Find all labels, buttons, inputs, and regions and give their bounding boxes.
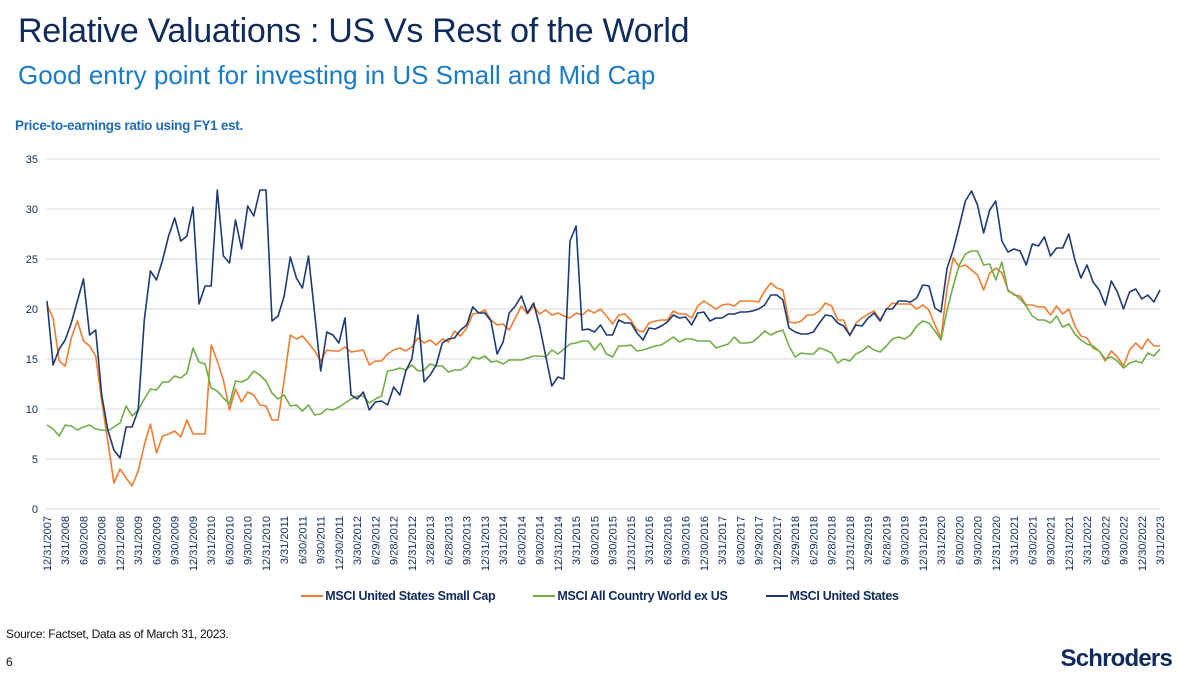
page-title: Relative Valuations : US Vs Rest of the … [18,12,690,50]
x-tick-label: 9/30/2016 [681,516,693,565]
y-tick-label: 35 [26,154,38,166]
x-tick-label: 6/30/2020 [954,516,966,565]
x-tick-label: 12/31/2019 [918,516,930,571]
x-tick-label: 9/29/2017 [754,516,766,565]
legend-swatch-acwi-ex-us [533,595,556,597]
legend-item-small-cap: MSCI United States Small Cap [301,589,496,603]
x-tick-label: 12/31/2007 [42,516,54,571]
x-tick-label: 12/31/2018 [845,516,857,571]
x-tick-label: 12/31/2012 [407,516,419,571]
y-tick-label: 10 [26,404,38,416]
x-tick-label: 12/31/2014 [553,516,565,571]
x-tick-label: 3/31/2011 [279,516,291,564]
x-tick-label: 6/30/2008 [78,516,90,565]
x-tick-label: 6/30/2011 [297,516,309,564]
x-tick-label: 9/30/2014 [535,516,547,565]
legend-item-us: MSCI United States [765,589,900,603]
x-tick-label: 12/30/2011 [334,516,346,570]
x-tick-label: 6/29/2018 [808,516,820,565]
x-tick-label: 3/31/2009 [133,516,145,565]
x-tick-label: 12/29/2017 [772,516,784,571]
x-tick-label: 9/30/2021 [1046,516,1058,565]
series-line-small-cap [46,257,1160,487]
y-tick-label: 15 [26,354,38,366]
x-tick-label: 3/31/2022 [1082,516,1094,565]
legend-label-us: MSCI United States [789,589,900,603]
x-tick-label: 6/30/2014 [516,516,528,565]
x-tick-label: 3/30/2012 [352,516,364,565]
x-tick-label: 9/30/2009 [170,516,182,565]
x-tick-label: 6/30/2022 [1100,516,1112,565]
x-tick-label: 9/30/2022 [1119,516,1131,565]
source-note: Source: Factset, Data as of March 31, 20… [6,627,229,641]
schroders-logo: Schroders [1060,645,1172,672]
x-tick-label: 12/30/2016 [699,516,711,571]
x-tick-label: 3/28/2013 [425,516,437,565]
series-line-us [46,189,1161,459]
legend-swatch-us [765,595,788,597]
x-tick-label: 3/29/2019 [863,516,875,565]
chart-legend: MSCI United States Small Cap MSCI All Co… [0,589,1200,603]
x-tick-label: 9/30/2010 [243,516,255,565]
x-tick-label: 9/30/2008 [97,516,109,565]
x-tick-label: 12/31/2015 [626,516,638,571]
x-tick-label: 9/28/2012 [389,516,401,565]
x-tick-label: 6/28/2019 [881,516,893,565]
x-tick-label: 6/30/2009 [151,516,163,565]
x-tick-label: 12/31/2021 [1064,516,1076,571]
x-tick-label: 3/31/2016 [644,516,656,565]
y-tick-label: 30 [26,204,38,216]
legend-item-acwi-ex-us: MSCI All Country World ex US [533,589,728,603]
x-tick-label: 12/31/2010 [261,516,273,571]
chart-title: Price-to-earnings ratio using FY1 est. [15,118,243,133]
pe-ratio-line-chart: 0 5 10 15 20 25 30 35 12/31/2007 3/31/2008 6/30/20… [26,154,1167,571]
x-tick-label: 3/31/2008 [60,516,72,565]
legend-label-small-cap: MSCI United States Small Cap [325,589,496,603]
legend-label-acwi-ex-us: MSCI All Country World ex US [557,589,728,603]
x-tick-label: 9/30/2015 [608,516,620,565]
x-tick-label: 12/31/2008 [115,516,127,571]
y-tick-label: 0 [32,504,38,516]
x-tick-label: 6/30/2017 [735,516,747,565]
x-tick-label: 3/31/2017 [717,516,729,565]
x-tick-label: 9/30/2011 [316,516,328,564]
x-tick-label: 3/31/2010 [206,516,218,565]
x-tick-label: 9/28/2018 [827,516,839,565]
x-tick-label: 12/30/2022 [1137,516,1149,571]
page-subtitle: Good entry point for investing in US Sma… [18,60,656,90]
x-tick-label: 6/30/2021 [1027,516,1039,565]
x-tick-label: 3/31/2015 [571,516,583,565]
y-tick-label: 25 [26,254,38,266]
x-tick-label: 6/30/2016 [662,516,674,565]
x-tick-label: 12/31/2013 [480,516,492,571]
x-tick-label: 3/31/2014 [498,516,510,565]
x-tick-label: 3/31/2021 [1009,516,1021,565]
legend-swatch-small-cap [301,595,324,597]
x-tick-label: 9/30/2019 [900,516,912,565]
x-tick-label: 6/30/2010 [224,516,236,565]
x-tick-label: 12/31/2009 [188,516,200,571]
page-number: 6 [6,655,13,669]
x-tick-label: 12/31/2020 [991,516,1003,571]
x-tick-label: 9/30/2020 [973,516,985,565]
x-tick-label: 3/31/2020 [936,516,948,565]
y-tick-label: 5 [32,454,38,466]
series-line-acwi-ex-us [46,250,1161,437]
x-tick-label: 6/28/2013 [443,516,455,565]
y-tick-label: 20 [26,304,38,316]
x-tick-label: 9/30/2013 [462,516,474,565]
x-tick-label: 3/29/2018 [790,516,802,565]
x-tick-label: 6/29/2012 [370,516,382,565]
x-tick-label: 6/30/2015 [589,516,601,565]
x-tick-label: 3/31/2023 [1155,516,1167,565]
